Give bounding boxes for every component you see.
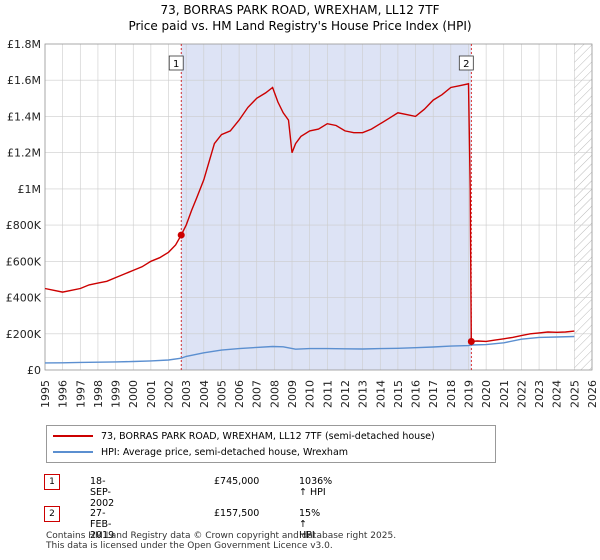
legend: 73, BORRAS PARK ROAD, WREXHAM, LL12 7TF … xyxy=(46,425,496,463)
x-tick-label: 2007 xyxy=(251,380,264,408)
title-text: 73, BORRAS PARK ROAD, WREXHAM, LL12 7TF xyxy=(160,3,440,17)
x-tick-label: 2023 xyxy=(533,380,546,408)
legend-item-hpi: HPI: Average price, semi-detached house,… xyxy=(53,445,348,459)
x-tick-label: 2024 xyxy=(551,380,564,408)
x-tick-label: 2003 xyxy=(180,380,193,408)
y-tick-label: £0 xyxy=(27,364,41,377)
property-price-line xyxy=(44,82,575,343)
plot-frame xyxy=(44,43,593,371)
x-tick-label: 2006 xyxy=(233,380,246,408)
x-tick-label: 2012 xyxy=(339,380,352,408)
sale-marker: 2 xyxy=(44,506,60,522)
sale-marker: 1 xyxy=(44,474,60,490)
sale-point xyxy=(467,337,475,345)
legend-item-property: 73, BORRAS PARK ROAD, WREXHAM, LL12 7TF … xyxy=(53,429,435,443)
price-chart: £0 £200K £400K £600K £800K £1M £1.2M £1.4M £1.6M… xyxy=(6,38,599,408)
footer-licence: This data is licensed under the Open Gov… xyxy=(46,541,333,551)
x-tick-label: 2015 xyxy=(392,380,405,408)
x-tick-label: 2005 xyxy=(215,380,228,408)
sale-date: 18-SEP-2002 xyxy=(90,476,115,509)
chart-title: 73, BORRAS PARK ROAD, WREXHAM, LL12 7TF … xyxy=(0,2,600,34)
legend-label-property: 73, BORRAS PARK ROAD, WREXHAM, LL12 7TF … xyxy=(101,430,435,442)
sale-label-text: 2 xyxy=(463,59,469,70)
y-tick-label: £1.8M xyxy=(7,38,41,51)
x-tick-label: 1995 xyxy=(39,380,52,408)
x-tick-label: 1998 xyxy=(92,380,105,408)
x-tick-label: 2000 xyxy=(127,380,140,408)
x-tick-label: 2026 xyxy=(586,380,599,408)
x-tick-label: 1999 xyxy=(110,380,123,408)
sale-label-box xyxy=(458,55,474,71)
x-tick-label: 2013 xyxy=(357,380,370,408)
x-tick-label: 1996 xyxy=(57,380,70,408)
ownership-shading xyxy=(181,44,472,370)
x-tick-label: 2010 xyxy=(304,380,317,408)
y-tick-label: £800K xyxy=(6,219,42,232)
x-tick-label: 2025 xyxy=(568,380,581,408)
sale-price: £157,500 xyxy=(214,508,260,519)
x-tick-label: 2021 xyxy=(498,380,511,408)
sale-price: £745,000 xyxy=(214,476,260,487)
sale-hpi-change: 1036% ↑ HPI xyxy=(299,476,333,498)
sale-date: 27-FEB-2019 xyxy=(90,508,115,541)
hpi-line xyxy=(44,335,575,364)
y-tick-label: £400K xyxy=(6,292,42,305)
y-tick-label: £1.6M xyxy=(7,74,41,87)
x-tick-label: 2002 xyxy=(163,380,176,408)
x-tick-label: 1997 xyxy=(74,380,87,408)
legend-swatch-property xyxy=(53,435,93,437)
x-tick-label: 2004 xyxy=(198,380,211,408)
future-hatch xyxy=(574,44,592,370)
x-tick-label: 2014 xyxy=(374,380,387,408)
y-tick-label: £1.4M xyxy=(7,110,41,123)
sale-point xyxy=(177,231,185,239)
x-tick-label: 2020 xyxy=(480,380,493,408)
legend-swatch-hpi xyxy=(53,451,93,453)
footer: Contains HM Land Registry data © Crown c… xyxy=(46,531,396,551)
x-tick-label: 2019 xyxy=(462,380,475,408)
sale-label-text: 1 xyxy=(173,59,179,70)
legend-label-hpi: HPI: Average price, semi-detached house,… xyxy=(101,446,349,458)
y-tick-label: £200K xyxy=(6,328,42,341)
sale-hpi-change: 15% ↑ HPI xyxy=(299,508,321,541)
y-tick-label: £600K xyxy=(6,255,42,268)
x-tick-label: 2009 xyxy=(286,380,299,408)
x-tick-label: 2011 xyxy=(321,380,334,408)
y-tick-label: £1.2M xyxy=(7,147,41,160)
sale-label-box xyxy=(168,55,184,71)
x-tick-label: 2018 xyxy=(445,380,458,408)
x-tick-label: 2022 xyxy=(515,380,528,408)
y-tick-label: £1M xyxy=(18,183,42,196)
x-tick-label: 2017 xyxy=(427,380,440,408)
x-tick-label: 2001 xyxy=(145,380,158,408)
subtitle-text: Price paid vs. HM Land Registry's House … xyxy=(128,19,472,33)
x-tick-label: 2016 xyxy=(410,380,423,408)
x-tick-label: 2008 xyxy=(268,380,281,408)
footer-copyright: Contains HM Land Registry data © Crown c… xyxy=(46,531,397,541)
